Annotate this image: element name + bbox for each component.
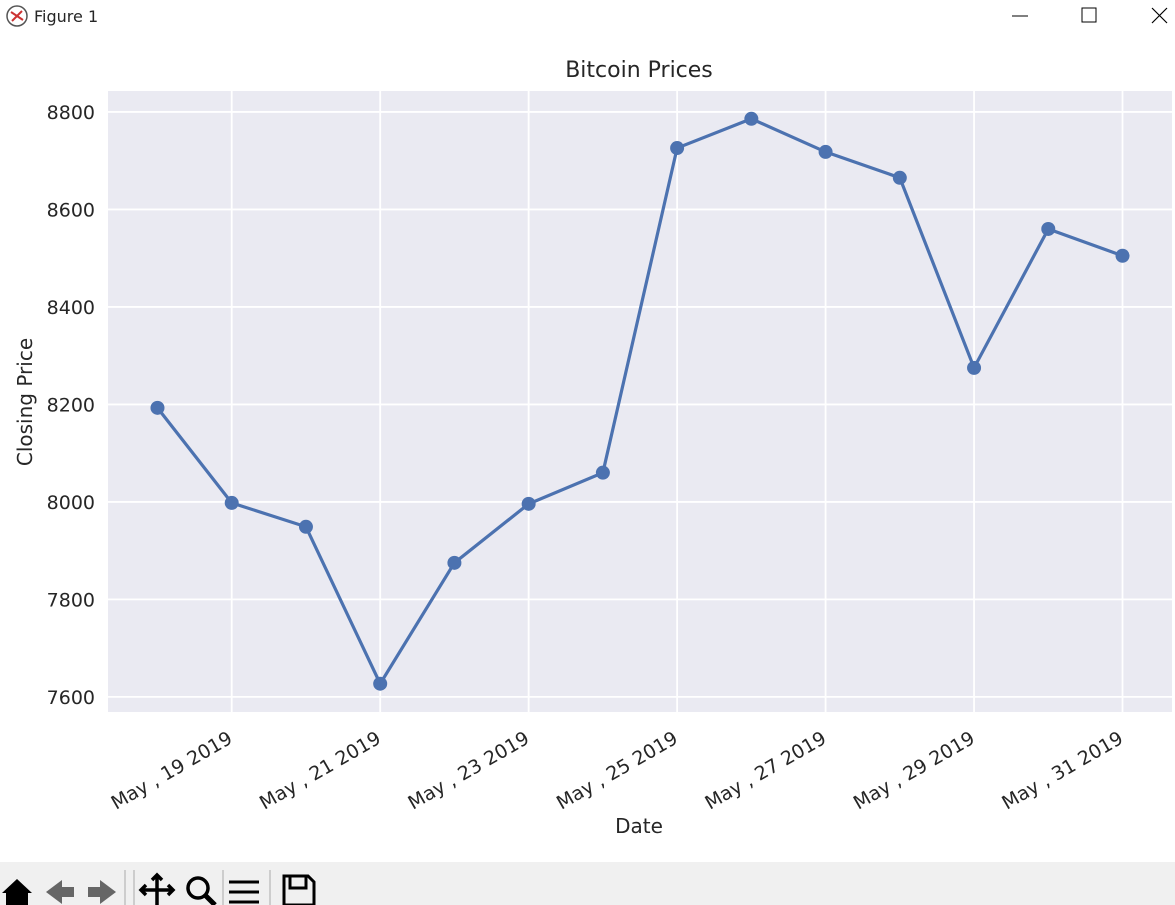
toolbar bbox=[0, 862, 1175, 905]
y-tick-label: 8400 bbox=[47, 297, 95, 319]
forward-button[interactable] bbox=[88, 880, 116, 904]
point bbox=[150, 400, 165, 415]
point bbox=[744, 111, 759, 126]
point bbox=[818, 144, 833, 159]
y-tick-label: 8800 bbox=[47, 102, 95, 124]
x-tick-label: May , 25 2019 bbox=[553, 727, 682, 814]
x-tick-label: May , 31 2019 bbox=[998, 727, 1127, 814]
point bbox=[521, 496, 536, 511]
x-axis-label: Date bbox=[615, 814, 663, 838]
maximize-button[interactable] bbox=[1081, 7, 1097, 23]
x-tick-label: May , 21 2019 bbox=[256, 727, 385, 814]
plot-area bbox=[108, 91, 1172, 712]
toolbar-separator bbox=[124, 870, 271, 905]
window-title: Figure 1 bbox=[34, 7, 98, 26]
point bbox=[447, 555, 462, 570]
y-tick-label: 8000 bbox=[47, 492, 95, 514]
save-button[interactable] bbox=[282, 874, 316, 905]
back-button[interactable] bbox=[46, 880, 74, 904]
configure-button[interactable] bbox=[229, 880, 259, 904]
x-tick-label: May , 19 2019 bbox=[107, 727, 236, 814]
point bbox=[1041, 221, 1056, 236]
close-button[interactable] bbox=[1151, 7, 1168, 24]
y-tick-label: 8600 bbox=[47, 199, 95, 221]
toolbar-background bbox=[0, 862, 1175, 905]
point bbox=[892, 170, 907, 185]
y-tick-label: 7800 bbox=[47, 589, 95, 611]
x-tick-label: May , 27 2019 bbox=[701, 727, 830, 814]
point bbox=[967, 360, 982, 375]
zoom-button[interactable] bbox=[186, 876, 210, 900]
point bbox=[1115, 248, 1130, 263]
point bbox=[595, 465, 610, 480]
line bbox=[156, 117, 1124, 688]
pan-button[interactable] bbox=[138, 872, 176, 905]
app-icon-mark bbox=[10, 10, 24, 22]
point bbox=[224, 495, 239, 510]
x-tick-label: May , 29 2019 bbox=[850, 727, 979, 814]
point bbox=[298, 519, 313, 534]
y-tick-label: 8200 bbox=[47, 394, 95, 416]
x-tick-label: May , 23 2019 bbox=[404, 727, 533, 814]
title-bar: Figure 1 bbox=[6, 5, 1168, 27]
point bbox=[670, 141, 685, 156]
y-tick-label: 7600 bbox=[47, 687, 95, 709]
y-axis-label: Closing Price bbox=[13, 338, 37, 466]
point bbox=[373, 676, 388, 691]
zoom-handle bbox=[203, 893, 217, 905]
home-button[interactable] bbox=[2, 879, 32, 905]
chart-title: Bitcoin Prices bbox=[565, 58, 713, 83]
